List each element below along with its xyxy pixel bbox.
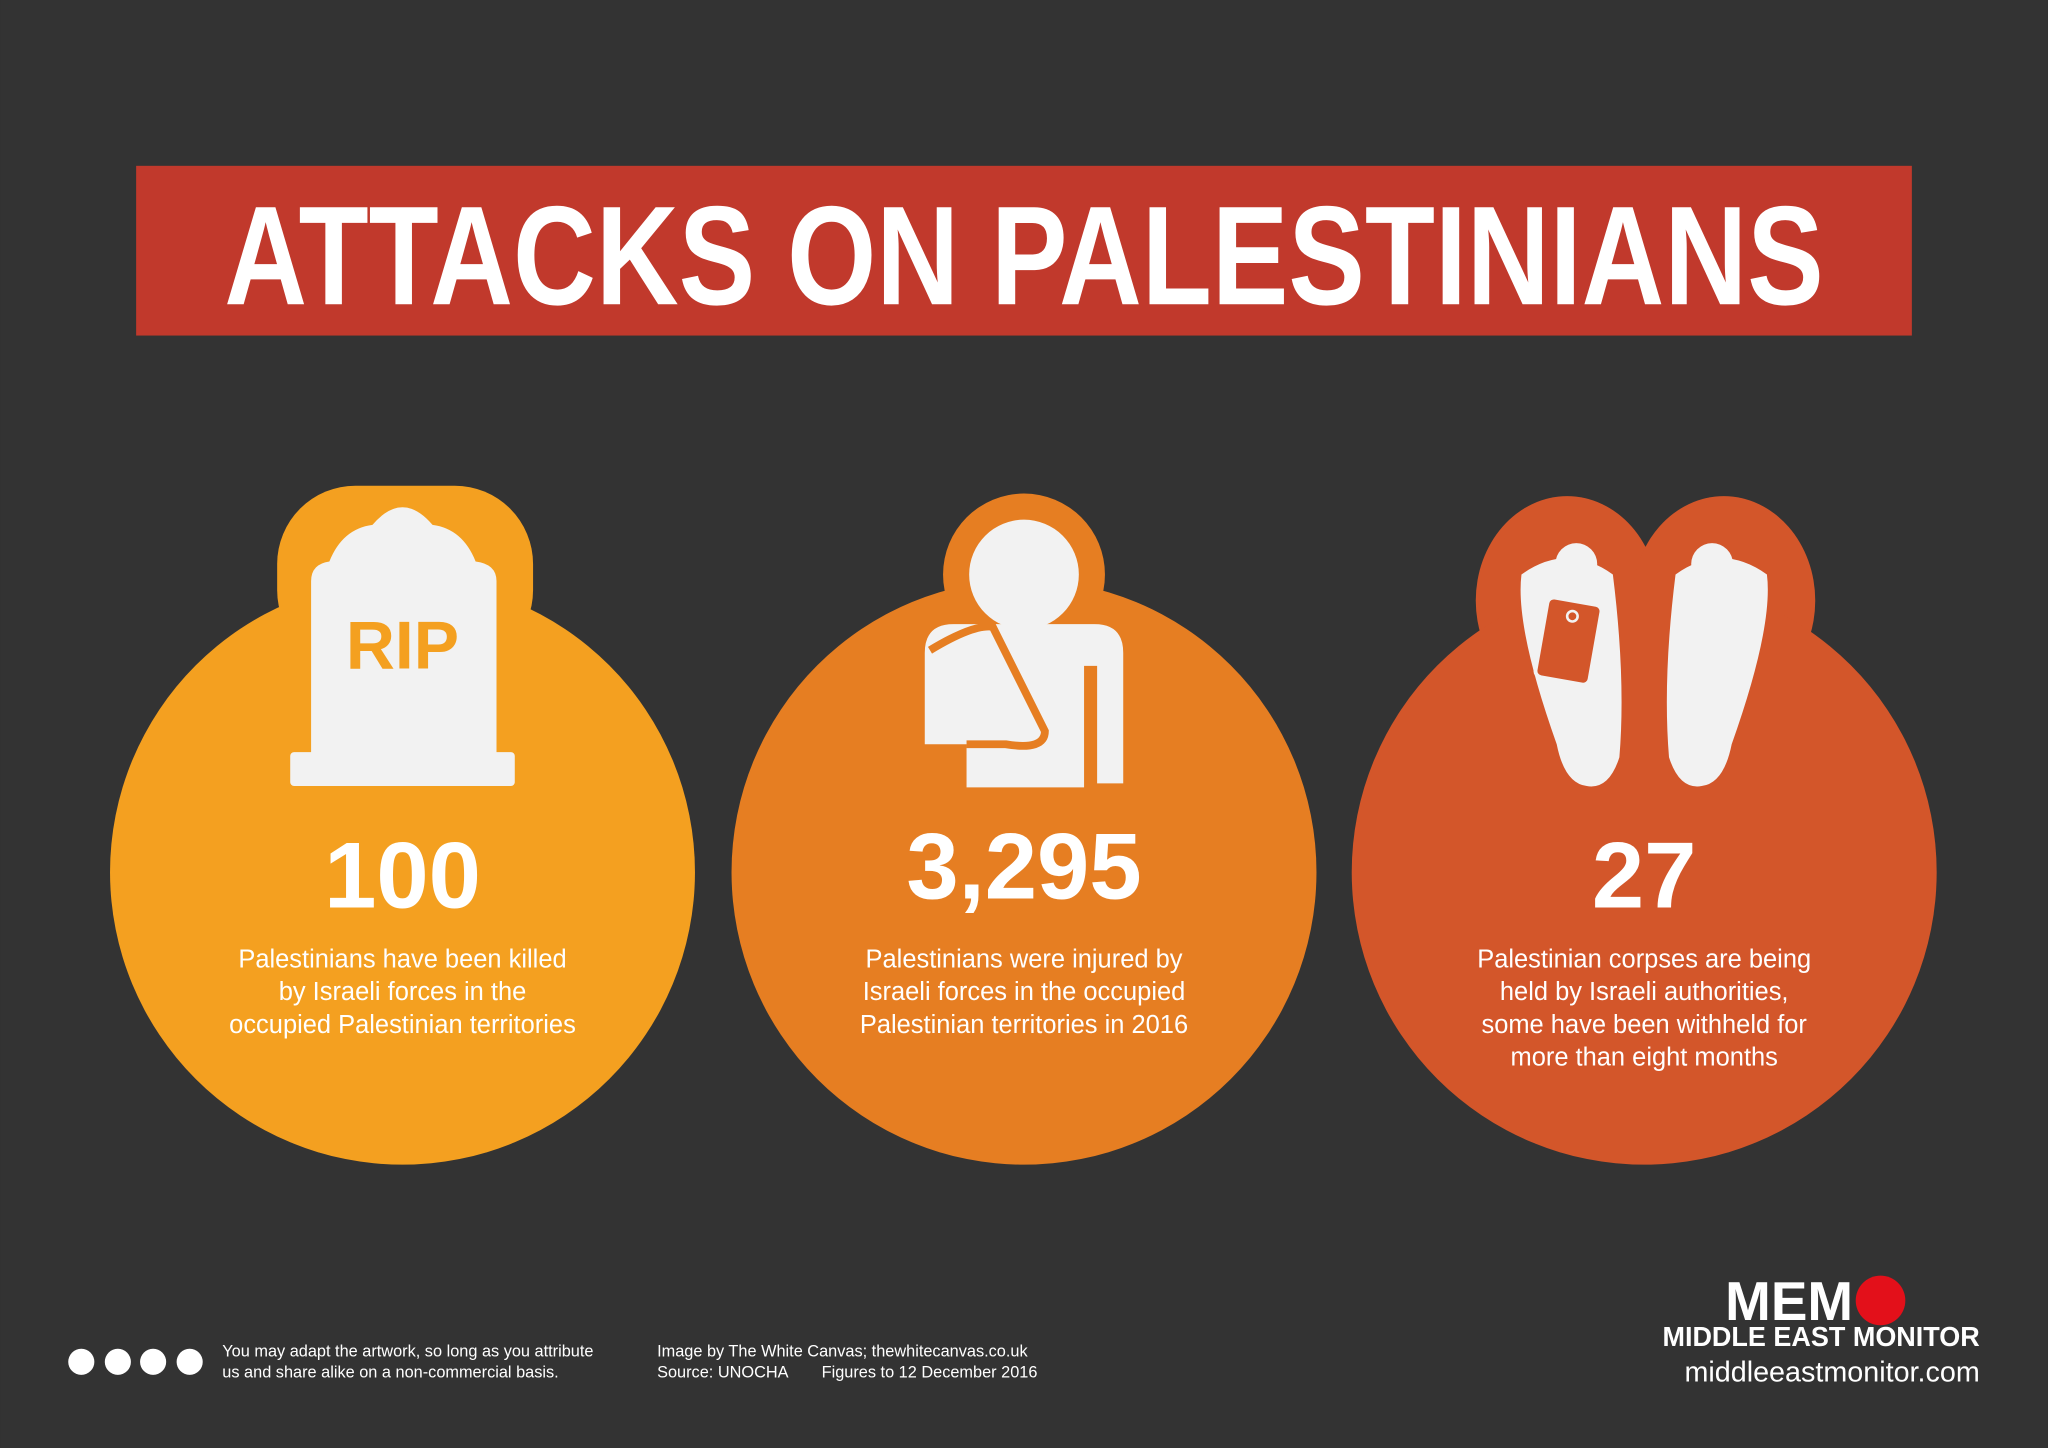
cc-icon bbox=[176, 1348, 203, 1375]
tombstone-base bbox=[290, 752, 515, 787]
stat-card: 3,295 Palestinians were injured by Israe… bbox=[731, 493, 1317, 1165]
stat-description: Israeli forces in the occupied bbox=[863, 978, 1186, 1006]
stat-figure: 27 bbox=[1592, 822, 1697, 927]
cc-icon bbox=[140, 1348, 167, 1375]
stat-description: Palestinians have been killed bbox=[238, 946, 566, 974]
stat-description: occupied Palestinian territories bbox=[229, 1011, 576, 1039]
stat-description: some have been withheld for bbox=[1481, 1011, 1807, 1039]
logo-dot bbox=[1855, 1275, 1906, 1326]
tag-hole bbox=[1565, 609, 1579, 623]
right-foot bbox=[1666, 558, 1768, 787]
big-toe bbox=[1691, 543, 1733, 585]
stat-figure: 3,295 bbox=[906, 813, 1141, 918]
cc-icon bbox=[68, 1348, 95, 1375]
big-toe bbox=[1555, 543, 1598, 585]
stat-card: RIP 100 Palestinians have been killed by… bbox=[110, 485, 695, 1165]
stat-description: Palestinian corpses are being bbox=[1477, 946, 1811, 974]
logo-name: MIDDLE EAST MONITOR bbox=[1662, 1321, 1979, 1352]
icon-text: RIP bbox=[346, 609, 459, 684]
toe-tag bbox=[1533, 595, 1604, 687]
stat-description: more than eight months bbox=[1510, 1043, 1777, 1071]
stat-circle bbox=[731, 579, 1317, 1165]
logo-url: middleeastmonitor.com bbox=[1684, 1356, 1979, 1388]
title-banner bbox=[136, 165, 1912, 336]
logo-mark: MEM bbox=[1725, 1270, 1853, 1332]
stat-figure: 100 bbox=[324, 822, 481, 927]
stat-description: by Israeli forces in the bbox=[279, 978, 527, 1006]
stat-circle bbox=[1351, 579, 1937, 1165]
stat-description: held by Israeli authorities, bbox=[1500, 978, 1789, 1006]
license-text: You may adapt the artwork, so long as yo… bbox=[222, 1343, 593, 1361]
tombstone-icon bbox=[311, 507, 497, 758]
arm-sling bbox=[927, 622, 1049, 750]
stat-card: 27 Palestinian corpses are being held by… bbox=[1351, 496, 1937, 1165]
cc-icon bbox=[104, 1348, 131, 1375]
license-text: us and share alike on a non-commercial b… bbox=[222, 1363, 558, 1381]
license-icons bbox=[68, 1348, 203, 1375]
stat-circle bbox=[110, 579, 695, 1165]
stat-description: Palestinians were injured by bbox=[866, 946, 1183, 974]
title: ATTACKS ON PALESTINIANS bbox=[224, 176, 1823, 334]
stat-description: Palestinian territories in 2016 bbox=[860, 1011, 1188, 1039]
figures-date: Figures to 12 December 2016 bbox=[822, 1363, 1038, 1381]
source: Source: UNOCHA bbox=[657, 1363, 789, 1381]
credit: Image by The White Canvas; thewhitecanva… bbox=[657, 1343, 1028, 1361]
person-head bbox=[969, 519, 1079, 630]
